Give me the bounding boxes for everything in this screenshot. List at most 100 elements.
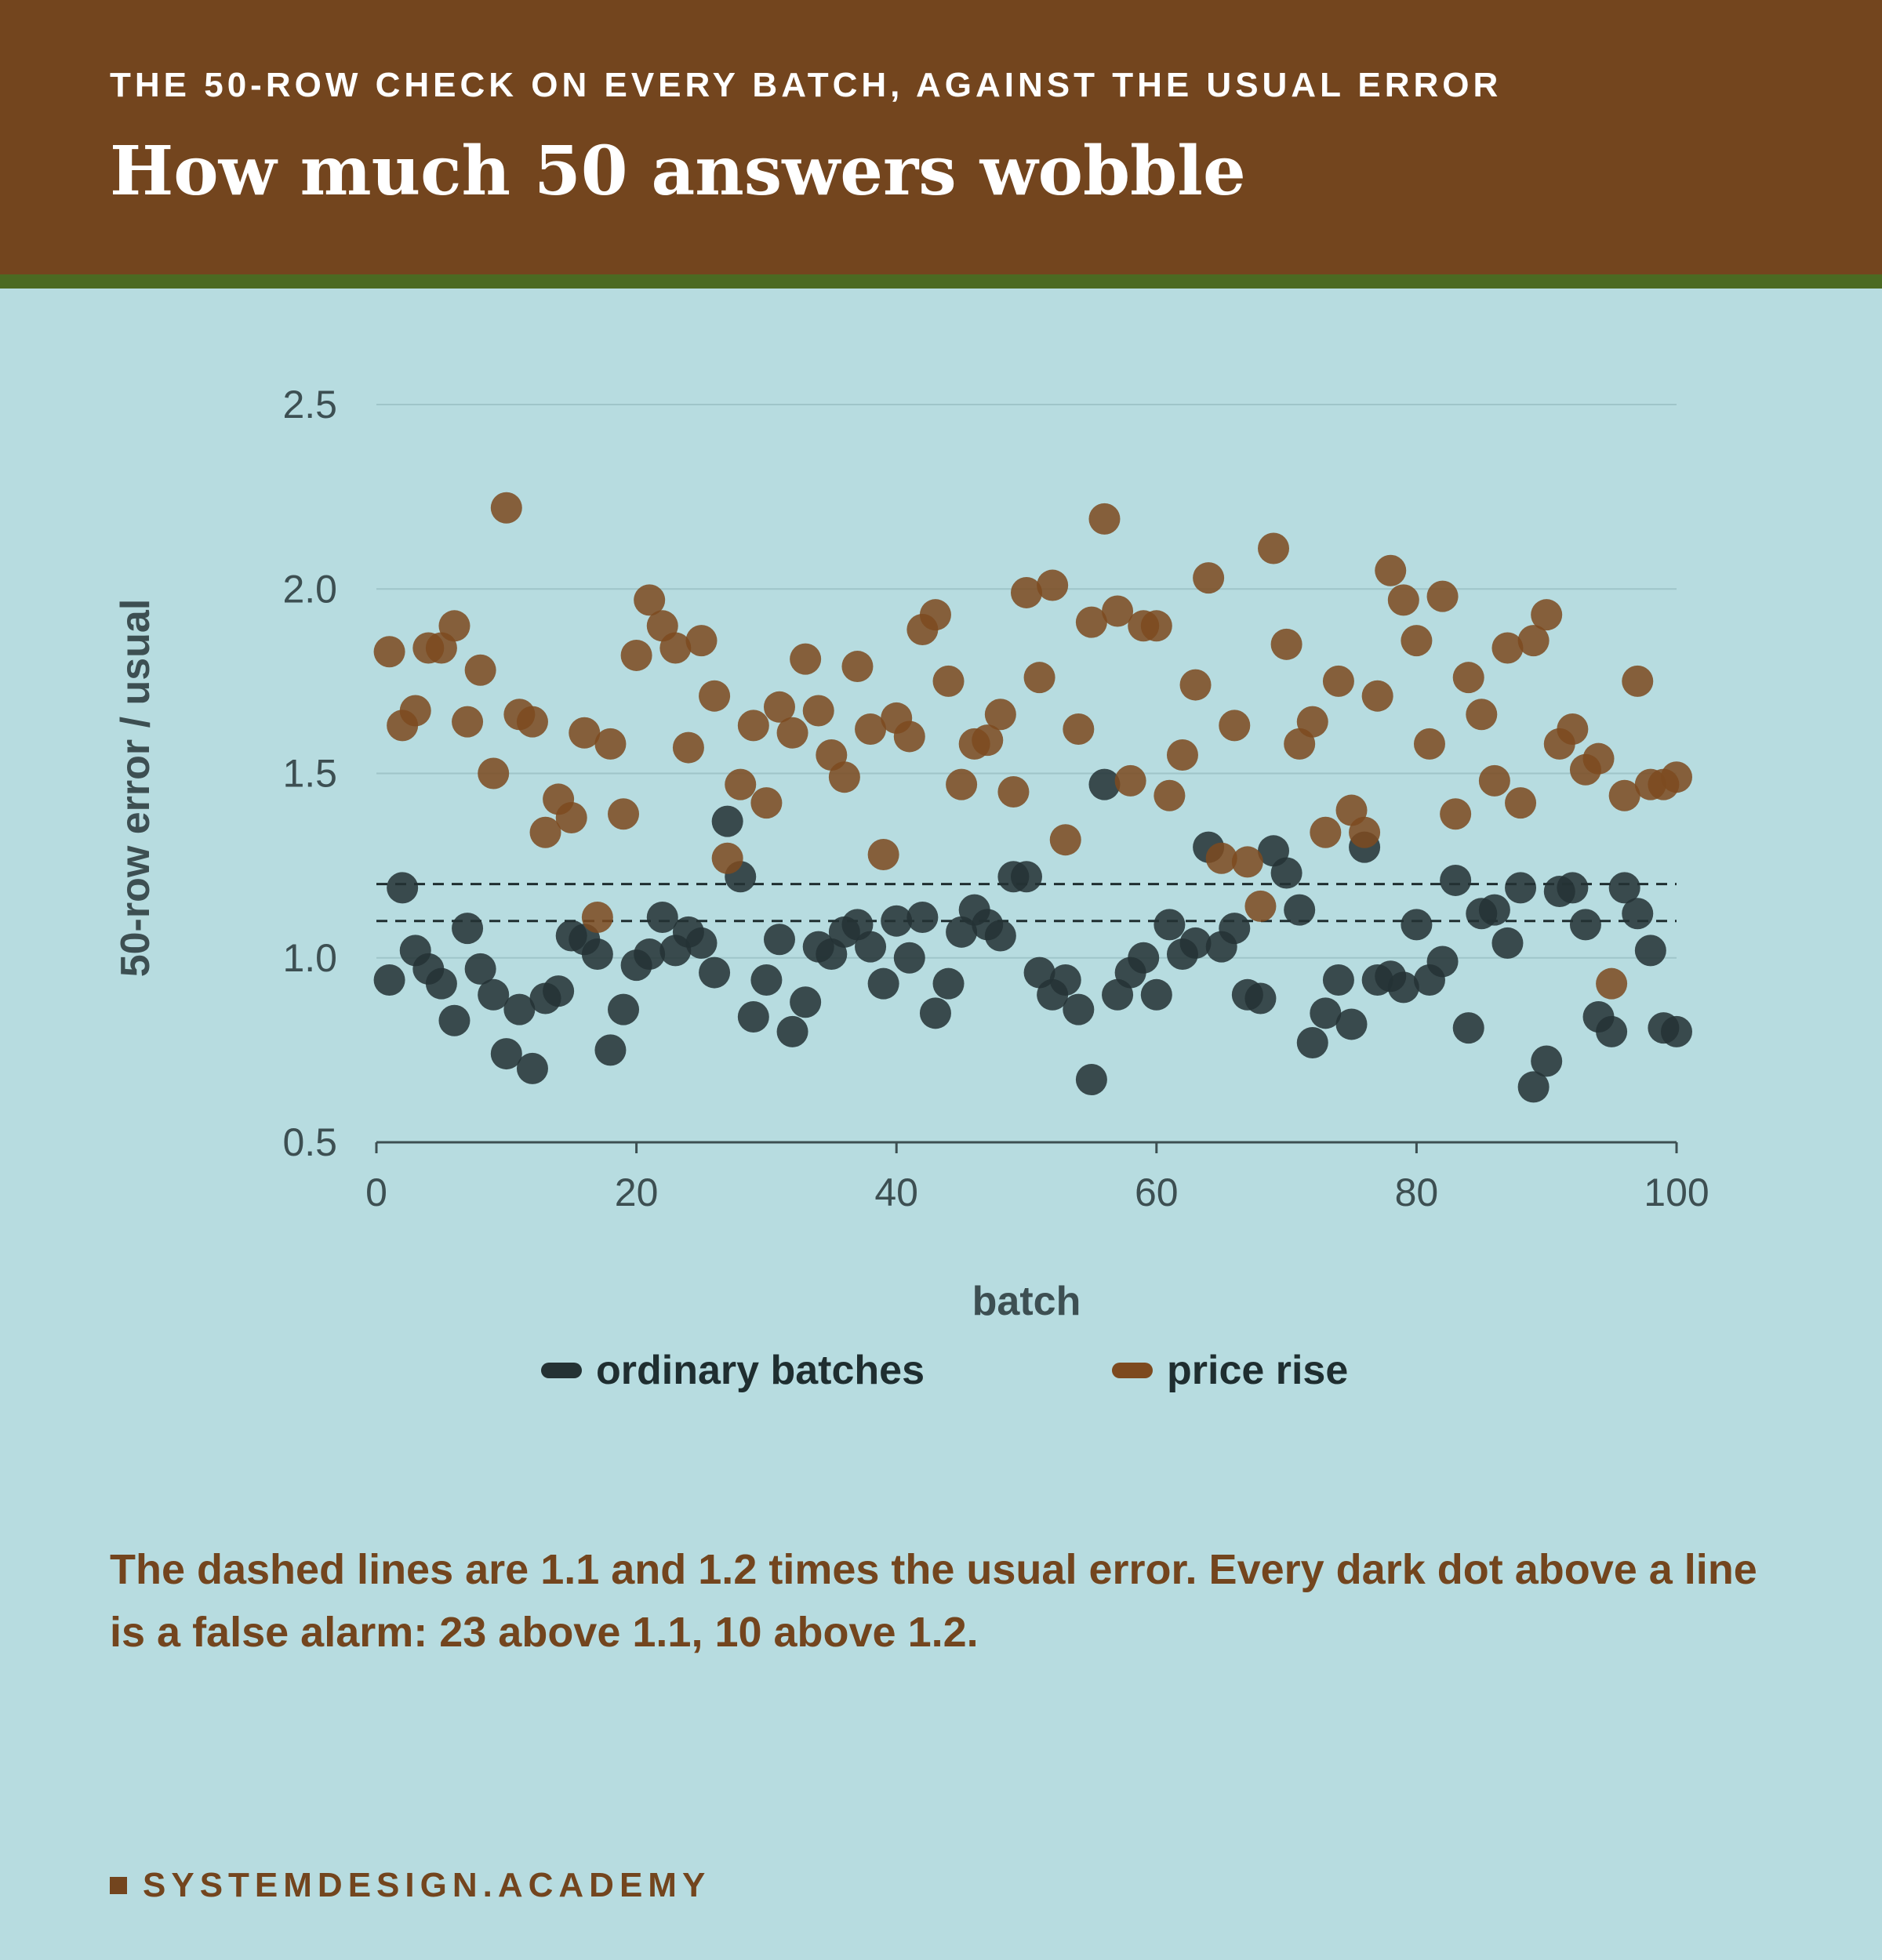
ordinary-point [750, 964, 783, 996]
ordinary-point [1401, 909, 1433, 941]
price-rise-point [659, 632, 692, 664]
ordinary-point [881, 905, 913, 937]
ordinary-point [1335, 1008, 1368, 1040]
price-rise-point [490, 492, 522, 524]
price-rise-point [1596, 967, 1628, 1000]
legend-price-rise-swatch [1112, 1363, 1153, 1378]
ordinary-point [1634, 935, 1666, 967]
ordinary-point [1440, 864, 1472, 896]
legend-ordinary: ordinary batches [541, 1347, 925, 1394]
price-rise-point [1193, 562, 1225, 594]
price-rise-point [1517, 625, 1550, 657]
brand-footer: SYSTEMDESIGN.ACADEMY [110, 1866, 710, 1905]
price-rise-point [1557, 713, 1589, 746]
ordinary-point [1531, 1045, 1563, 1077]
price-rise-point [1322, 665, 1354, 697]
price-rise-point [997, 776, 1030, 808]
price-rise-point [1140, 610, 1172, 642]
y-tick-label: 0.5 [282, 1120, 337, 1164]
price-rise-point [1491, 632, 1524, 664]
ordinary-point [1387, 971, 1419, 1004]
x-tick-label: 80 [1395, 1171, 1439, 1214]
price-rise-point [802, 695, 834, 727]
price-rise-point [1205, 842, 1237, 874]
price-rise-point [1037, 569, 1069, 601]
price-rise-point [373, 636, 405, 668]
price-rise-point [581, 901, 613, 933]
ordinary-point [1310, 997, 1342, 1029]
ordinary-point [490, 1038, 522, 1070]
price-rise-point [1011, 576, 1042, 608]
price-rise-point [685, 625, 718, 657]
brand-label: SYSTEMDESIGN.ACADEMY [143, 1866, 711, 1904]
ordinary-point [478, 978, 510, 1011]
chart-note: The dashed lines are 1.1 and 1.2 times t… [110, 1546, 1757, 1656]
ordinary-point [867, 967, 899, 1000]
ordinary-point [373, 964, 405, 996]
price-rise-point [1582, 742, 1615, 775]
ordinary-point [594, 1034, 627, 1066]
price-rise-point [672, 731, 704, 764]
ordinary-point [763, 924, 795, 956]
ordinary-point [699, 956, 731, 989]
price-rise-point [529, 816, 561, 848]
ordinary-point [984, 920, 1016, 952]
y-tick-label: 1.0 [282, 936, 337, 980]
ordinary-point [1128, 942, 1160, 974]
price-rise-point [608, 798, 640, 830]
price-rise-point [594, 728, 627, 760]
ordinary-point [1244, 982, 1277, 1014]
ordinary-point [634, 938, 666, 971]
price-rise-point [828, 761, 860, 793]
ordinary-point [855, 931, 887, 963]
price-rise-point [1375, 554, 1407, 586]
y-tick-label: 2.0 [282, 567, 337, 611]
price-rise-point [1310, 816, 1342, 848]
ordinary-point [1322, 964, 1354, 996]
ordinary-point [1179, 927, 1212, 959]
ordinary-point [1063, 993, 1095, 1025]
price-rise-point [855, 713, 887, 746]
ordinary-point [1478, 894, 1510, 926]
price-rise-point [1270, 628, 1303, 660]
ordinary-point [438, 1004, 470, 1036]
ordinary-point [1557, 872, 1589, 904]
price-rise-point [478, 757, 510, 789]
price-rise-point [1452, 662, 1484, 694]
price-rise-point [634, 584, 666, 616]
price-rise-point [1478, 764, 1510, 797]
ordinary-point [1622, 898, 1654, 930]
ordinary-point [1426, 946, 1459, 978]
price-rise-point [569, 717, 601, 749]
y-tick-label: 1.5 [282, 752, 337, 796]
price-rise-point [790, 643, 822, 675]
price-rise-point [1387, 584, 1419, 616]
ordinary-point [452, 913, 484, 945]
ordinary-series [373, 768, 1692, 1103]
x-tick-label: 0 [365, 1171, 387, 1214]
price-rise-point [1505, 787, 1537, 819]
price-rise-point [1296, 706, 1328, 738]
price-rise-point [1063, 713, 1095, 746]
price-rise-point [984, 699, 1016, 731]
price-rise-point [1154, 779, 1186, 811]
ordinary-point [1608, 872, 1640, 904]
price-rise-point [438, 610, 470, 642]
ordinary-point [893, 942, 925, 974]
price-rise-point [620, 639, 652, 671]
price-rise-point [1466, 699, 1498, 731]
axes: 0.5 1.0 1.5 2.0 2.5 0 20 40 60 80 100 [282, 383, 1709, 1214]
price-rise-point [932, 665, 965, 697]
price-rise-point [763, 691, 795, 723]
ordinary-point [516, 1052, 548, 1084]
ordinary-point [1140, 978, 1172, 1011]
ordinary-point [464, 953, 496, 985]
ordinary-point [932, 967, 965, 1000]
ordinary-point [1517, 1071, 1550, 1103]
ordinary-point [1270, 857, 1303, 889]
y-axis-label: 50-row error / usual [113, 599, 158, 978]
ordinary-point [646, 901, 678, 933]
price-rise-point [1426, 580, 1459, 612]
ordinary-point [608, 993, 640, 1025]
ordinary-point [1011, 861, 1042, 893]
